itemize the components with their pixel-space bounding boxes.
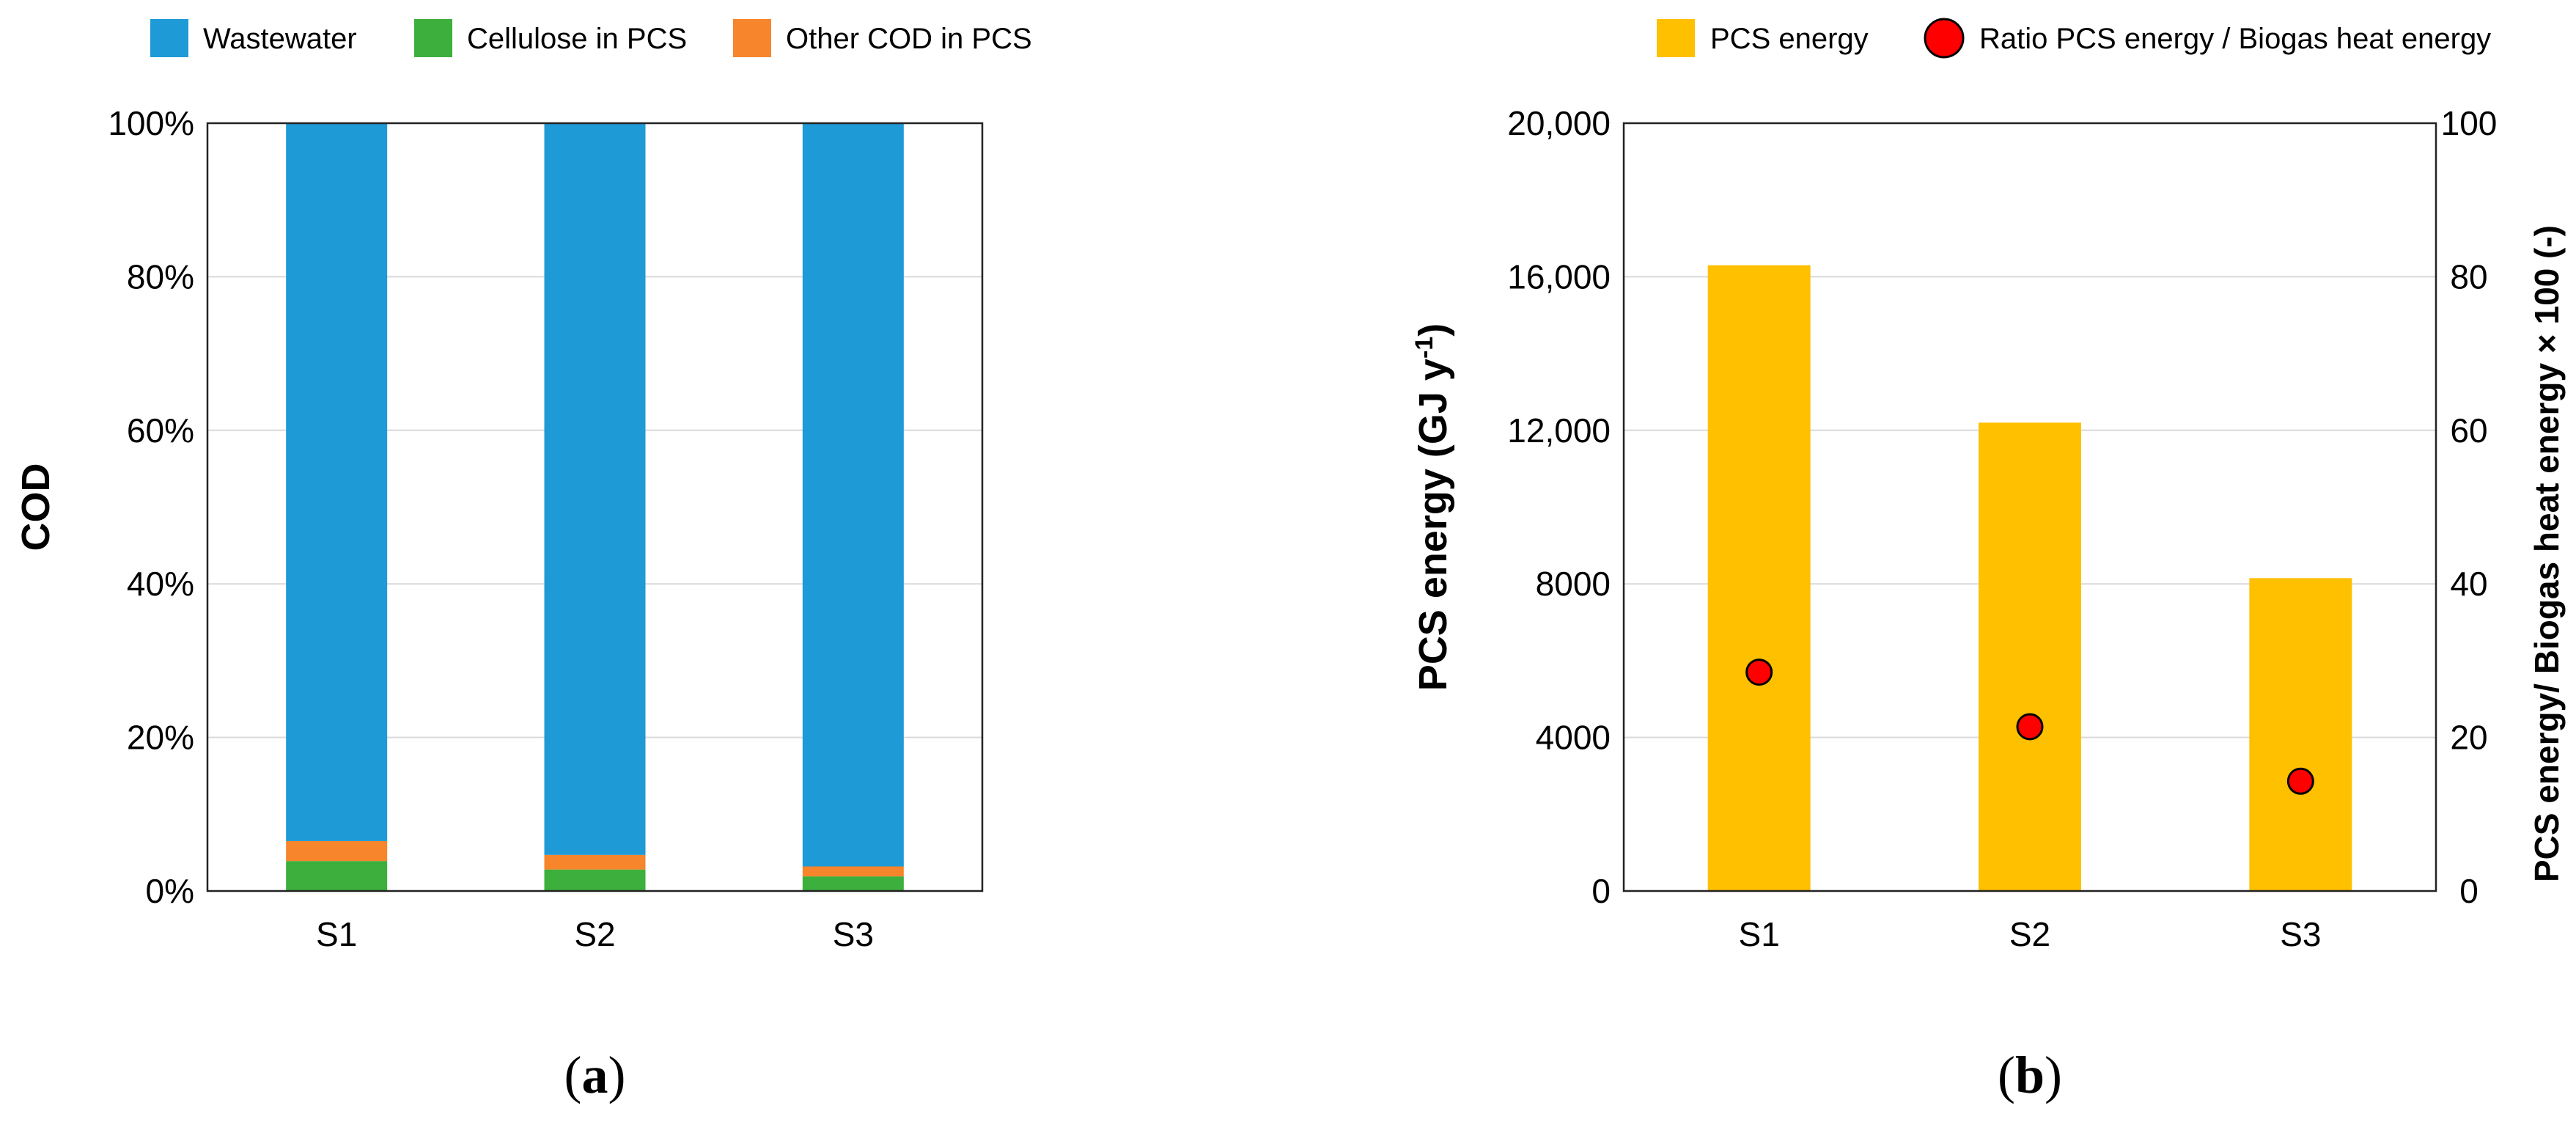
bar-a-wastewater-s1 — [286, 123, 388, 841]
legend-b: PCS energy Ratio PCS energy / Biogas heat… — [1657, 18, 2491, 59]
y-axis-title-b-sup: -1 — [1410, 337, 1438, 359]
y-tick-label-b-3: 12,000 — [1507, 411, 1611, 450]
bar-a-other-cod-in-pcs-s2 — [544, 854, 646, 870]
panel-label-b-letter: b — [2015, 1046, 2045, 1104]
panel-label-a-close: ) — [608, 1046, 626, 1104]
legend-swatch-other-cod-in-pcs — [733, 19, 771, 57]
bars-b — [1707, 265, 2352, 891]
bar-b-pcs-energy-s3 — [2249, 578, 2352, 891]
x-tick-label-b-s3: S3 — [2280, 915, 2321, 953]
y-ticks-b: 0 4000 8000 12,000 16,000 20,000 — [1507, 104, 1611, 910]
point-b-ratio-s2 — [2016, 713, 2044, 741]
ratio-points-b — [1745, 659, 2314, 795]
y2-axis-title-b: PCS energy/ Biogas heat energy × 100 (-) — [2528, 225, 2566, 882]
x-tick-label-a-s3: S3 — [833, 915, 874, 953]
panel-b: PCS energy Ratio PCS energy / Biogas heat… — [1410, 18, 2566, 1104]
legend-a: Wastewater Cellulose in PCS Other COD in P… — [150, 19, 1032, 57]
x-ticks-a: S1 S2 S3 — [316, 915, 874, 953]
bar-a-cellulose-in-pcs-s3 — [802, 876, 904, 891]
plot-frame-b — [1622, 122, 2437, 892]
bar-b-pcs-energy-s1 — [1707, 265, 1811, 891]
y-axis-title-a: COD — [14, 463, 58, 551]
panel-label-b-open: ( — [1998, 1046, 2015, 1104]
bar-a-other-cod-in-pcs-s3 — [802, 866, 904, 877]
legend-swatch-pcs-energy — [1657, 19, 1695, 57]
y-ticks-a: 0% 20% 40% 60% 80% 100% — [108, 104, 194, 910]
legend-label-other-cod-in-pcs: Other COD in PCS — [786, 23, 1032, 55]
y-tick-label-a-0: 0% — [146, 872, 194, 910]
y2-tick-label-b-1: 20 — [2450, 719, 2487, 757]
y-tick-label-b-2: 8000 — [1536, 565, 1611, 603]
y-tick-label-b-4: 16,000 — [1507, 257, 1611, 296]
x-ticks-b: S1 S2 S3 — [1739, 915, 2322, 953]
y-axis-title-b-main: PCS energy (GJ y — [1411, 359, 1455, 691]
y-tick-label-a-2: 40% — [127, 565, 194, 603]
legend-swatch-wastewater — [150, 19, 188, 57]
legend-marker-ratio — [1924, 18, 1965, 59]
legend-label-cellulose-in-pcs: Cellulose in PCS — [467, 23, 687, 55]
x-tick-label-b-s1: S1 — [1739, 915, 1780, 953]
y-tick-label-a-5: 100% — [108, 104, 194, 142]
x-tick-label-a-s1: S1 — [316, 915, 357, 953]
legend-label-wastewater: Wastewater — [203, 23, 357, 55]
bar-a-other-cod-in-pcs-s1 — [286, 840, 388, 862]
panel-label-b: (b) — [1998, 1046, 2062, 1104]
bars-a — [286, 123, 904, 891]
y-tick-label-b-5: 20,000 — [1507, 104, 1611, 142]
y2-tick-label-b-4: 80 — [2450, 257, 2487, 296]
y2-ticks-b: 0 20 40 60 80 100 — [2441, 104, 2498, 910]
bar-a-cellulose-in-pcs-s2 — [544, 869, 646, 891]
y-tick-label-a-1: 20% — [127, 719, 194, 757]
legend-swatch-cellulose-in-pcs — [414, 19, 452, 57]
y-axis-title-b-end: ) — [1411, 323, 1455, 337]
plot-frame-a — [206, 122, 984, 892]
panel-label-b-close: ) — [2045, 1046, 2062, 1104]
y-tick-label-b-1: 4000 — [1536, 719, 1611, 757]
y2-tick-label-b-2: 40 — [2450, 565, 2487, 603]
panel-label-a: (a) — [564, 1046, 626, 1104]
point-b-ratio-s3 — [2286, 767, 2314, 795]
panel-label-a-open: ( — [564, 1046, 582, 1104]
legend-label-ratio: Ratio PCS energy / Biogas heat energy — [1979, 23, 2491, 55]
point-b-ratio-s1 — [1745, 659, 1773, 686]
bar-b-pcs-energy-s2 — [1979, 422, 2081, 891]
y2-tick-label-b-0: 0 — [2459, 872, 2479, 910]
x-tick-label-a-s2: S2 — [574, 915, 615, 953]
bar-a-wastewater-s2 — [544, 123, 646, 855]
panel-a: Wastewater Cellulose in PCS Other COD in P… — [14, 19, 1032, 1104]
y-axis-title-b: PCS energy (GJ y-1) — [1410, 323, 1455, 691]
x-tick-label-b-s2: S2 — [2009, 915, 2050, 953]
y2-tick-label-b-5: 100 — [2441, 104, 2498, 142]
y-tick-label-b-0: 0 — [1591, 872, 1611, 910]
panel-label-a-letter: a — [582, 1046, 608, 1104]
y-tick-label-a-3: 60% — [127, 411, 194, 450]
y2-tick-label-b-3: 60 — [2450, 411, 2487, 450]
bar-a-cellulose-in-pcs-s1 — [286, 861, 388, 891]
y-tick-label-a-4: 80% — [127, 257, 194, 296]
legend-label-pcs-energy: PCS energy — [1710, 23, 1869, 55]
bar-a-wastewater-s3 — [802, 123, 904, 867]
